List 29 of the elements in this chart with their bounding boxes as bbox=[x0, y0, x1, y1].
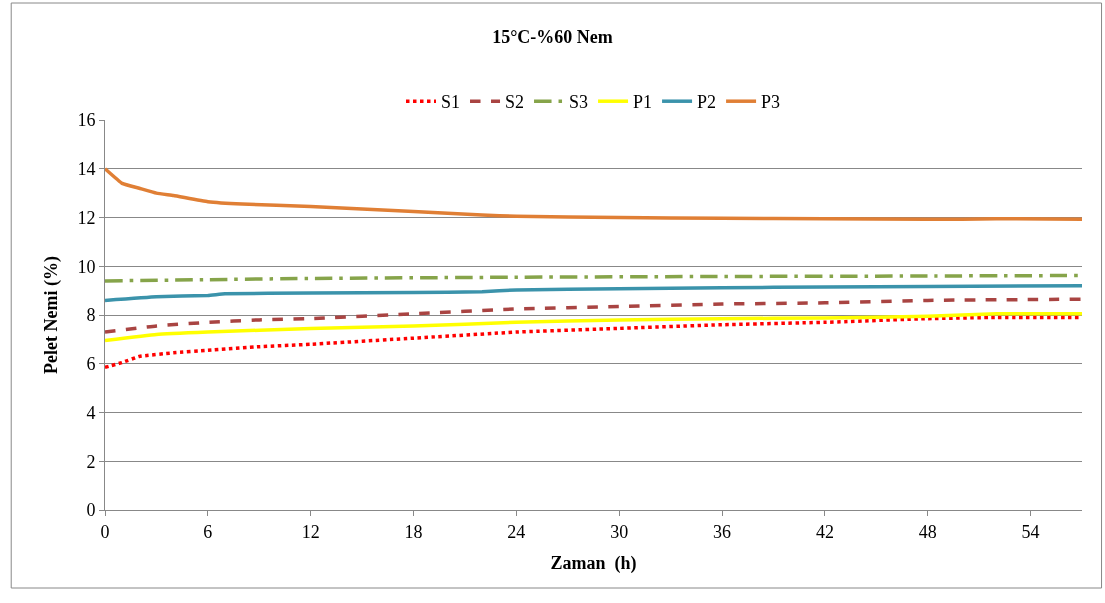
y-tick-label: 8 bbox=[86, 305, 96, 326]
x-tick-label: 36 bbox=[713, 521, 732, 542]
legend-label: P3 bbox=[761, 92, 781, 113]
x-tick-label: 6 bbox=[203, 521, 213, 542]
x-tick-label: 42 bbox=[815, 521, 834, 542]
chart-title: 15°C-%60 Nem bbox=[492, 26, 613, 47]
x-axis-title: Zaman (h) bbox=[550, 552, 637, 574]
y-tick-label: 4 bbox=[86, 402, 96, 423]
x-tick-label: 54 bbox=[1021, 521, 1040, 542]
legend-label: P2 bbox=[697, 92, 717, 113]
legend-label: S3 bbox=[569, 92, 589, 113]
legend-label: S1 bbox=[441, 92, 461, 113]
y-tick-label: 6 bbox=[86, 354, 96, 375]
legend-label: P1 bbox=[633, 92, 653, 113]
x-tick-label: 24 bbox=[507, 521, 526, 542]
y-tick-label: 14 bbox=[77, 159, 96, 180]
x-tick-label: 48 bbox=[918, 521, 937, 542]
legend-label: S2 bbox=[505, 92, 525, 113]
y-tick-label: 12 bbox=[77, 207, 96, 228]
y-tick-label: 10 bbox=[77, 256, 96, 277]
y-tick-label: 0 bbox=[86, 500, 96, 521]
x-tick-label: 18 bbox=[404, 521, 423, 542]
x-tick-label: 12 bbox=[301, 521, 320, 542]
line-series bbox=[105, 284, 1082, 303]
y-axis-title: Pelet Nemi (%) bbox=[40, 256, 62, 374]
x-tick-label: 30 bbox=[610, 521, 629, 542]
y-tick-label: 2 bbox=[86, 451, 96, 472]
x-tick-label: 0 bbox=[100, 521, 110, 542]
y-tick-label: 16 bbox=[77, 110, 96, 131]
